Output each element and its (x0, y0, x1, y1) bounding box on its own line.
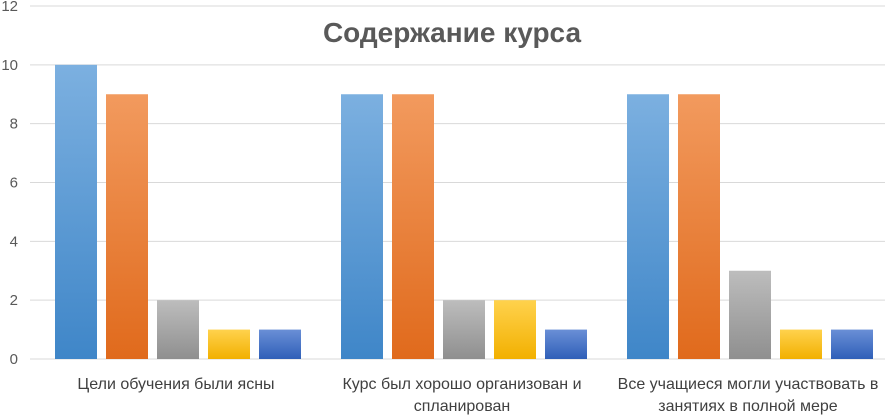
y-axis-ticks: 0 2 4 6 8 10 12 (1, 0, 18, 368)
bar-series-4-category-1 (208, 329, 250, 359)
bar-series-1-category-2 (341, 94, 383, 359)
bar-series-4-category-3 (780, 329, 822, 359)
chart-title: Содержание курса (323, 17, 582, 48)
bars (55, 64, 873, 359)
bar-series-1-category-3 (627, 94, 669, 359)
bar-series-5-category-3 (831, 329, 873, 359)
y-tick-label: 0 (10, 351, 18, 368)
y-tick-label: 12 (1, 0, 18, 15)
x-axis-labels: Цели обучения были ясны Курс был хорошо о… (77, 376, 878, 415)
bar-series-3-category-2 (443, 300, 485, 359)
x-tick-label: Все учащиеся могли участвовать в (618, 376, 879, 393)
x-tick-label: Курс был хорошо организован и (342, 376, 581, 393)
bar-series-2-category-3 (678, 94, 720, 359)
bar-series-5-category-2 (545, 329, 587, 359)
y-tick-label: 8 (10, 116, 18, 133)
bar-series-1-category-1 (55, 64, 97, 359)
bar-series-3-category-3 (729, 270, 771, 359)
bar-series-5-category-1 (259, 329, 301, 359)
x-tick-label: Цели обучения были ясны (77, 376, 274, 393)
bar-series-3-category-1 (157, 300, 199, 359)
x-tick-label: спланирован (414, 398, 511, 415)
y-tick-label: 10 (1, 57, 18, 74)
y-tick-label: 2 (10, 292, 18, 309)
bar-series-4-category-2 (494, 300, 536, 359)
bar-series-2-category-2 (392, 94, 434, 359)
x-tick-label: занятиях в полной мере (658, 398, 838, 415)
bar-series-2-category-1 (106, 94, 148, 359)
y-tick-label: 4 (10, 233, 18, 250)
y-tick-label: 6 (10, 175, 18, 192)
